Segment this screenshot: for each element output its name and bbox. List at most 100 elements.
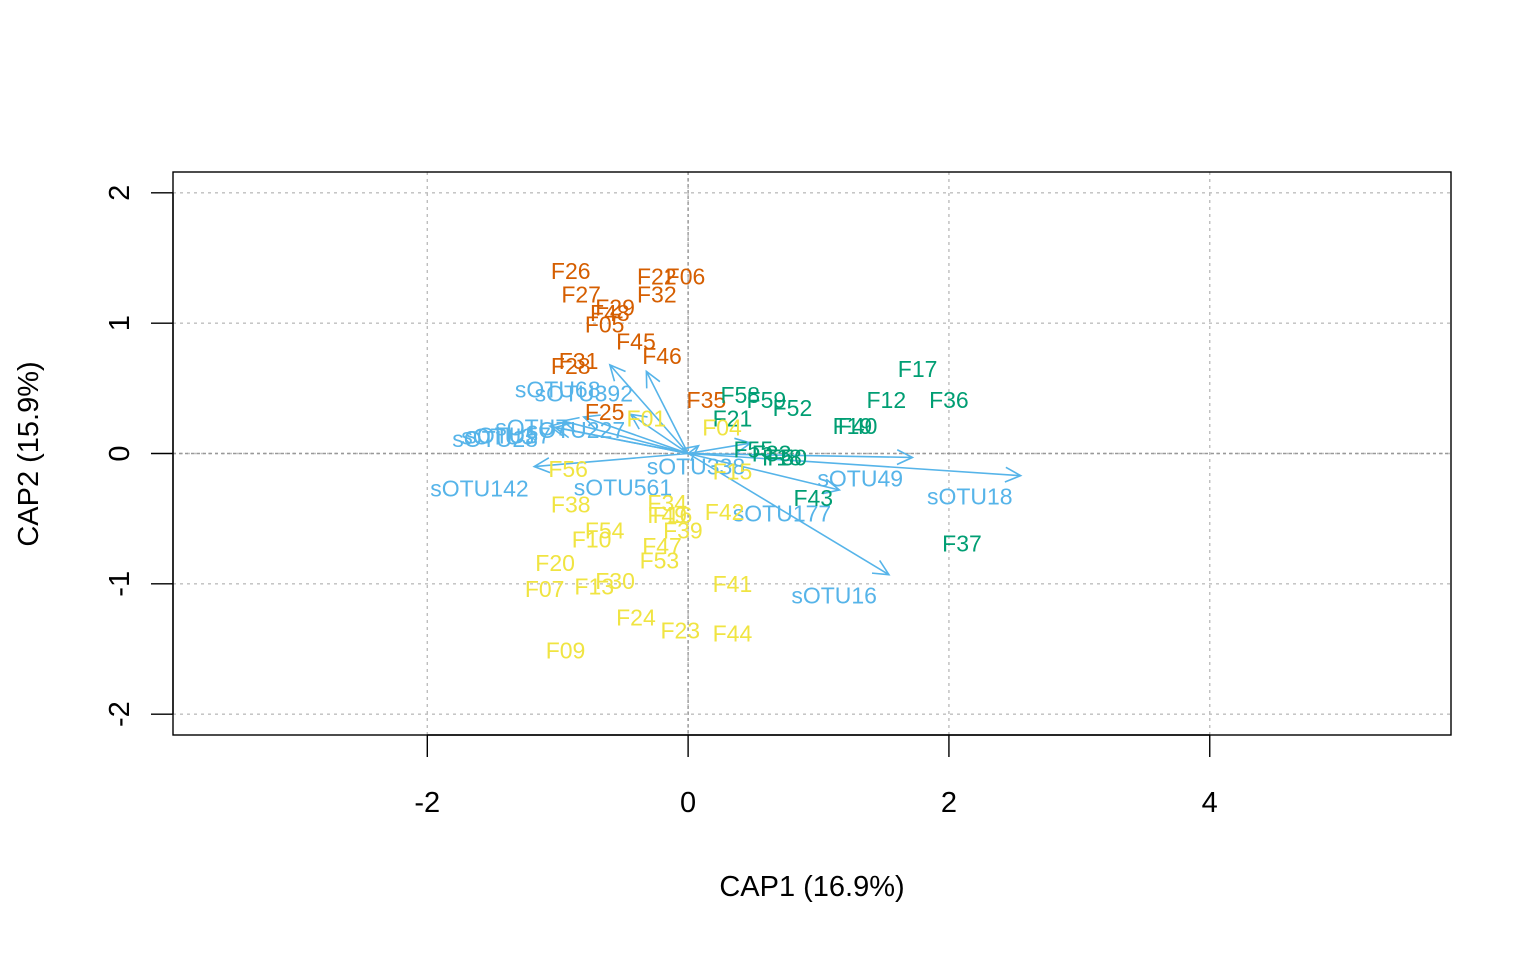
biplot-arrow <box>687 445 700 455</box>
y-tick-label: -2 <box>104 701 136 727</box>
biplot-arrow-label: sOTU338 <box>647 454 745 480</box>
site-label: F19 <box>833 413 873 439</box>
site-label: F36 <box>929 387 969 413</box>
site-label: F10 <box>572 527 612 553</box>
x-axis: -2 0 2 4 <box>414 734 1218 819</box>
site-label: F24 <box>616 605 656 631</box>
y-tick-label: 2 <box>104 185 136 201</box>
site-label: F59 <box>747 387 787 413</box>
site-label: F42 <box>705 499 745 525</box>
biplot-arrow-label: sOTU16 <box>791 583 877 609</box>
site-label: F43 <box>793 485 833 511</box>
site-label: F15 <box>713 459 753 485</box>
site-label: F12 <box>867 387 907 413</box>
biplot-arrow-label: sOTU49 <box>817 465 903 491</box>
y-axis-label: CAP2 (15.9%) <box>13 361 45 546</box>
biplot-arrow-label: sOTU68 <box>515 377 601 403</box>
site-label: F28 <box>551 353 591 379</box>
biplot-arrowhead <box>548 421 567 437</box>
site-label: F56 <box>548 456 588 482</box>
biplot-arrow-label: sOTU3 <box>461 424 534 450</box>
y-tick-label: 0 <box>104 445 136 461</box>
biplot-arrow <box>562 420 689 455</box>
biplot-arrow-label: sOTU7 <box>495 414 568 440</box>
biplot-arrows <box>532 363 1023 576</box>
biplot-arrow <box>609 364 689 455</box>
site-label: F25 <box>585 399 625 425</box>
site-label: F23 <box>660 618 700 644</box>
site-label: F35 <box>687 387 727 413</box>
biplot-arrowhead <box>734 437 753 454</box>
x-tick-label: 4 <box>1202 787 1218 819</box>
biplot-arrowhead <box>582 414 601 430</box>
site-label: F49 <box>647 502 687 528</box>
biplot-arrowhead <box>608 363 626 382</box>
site-label: F31 <box>559 348 599 374</box>
site-label: F52 <box>773 395 813 421</box>
biplot-arrowhead <box>629 413 648 430</box>
biplot-arrow-label: sOTU177 <box>733 500 831 526</box>
site-label: F34 <box>647 490 687 516</box>
biplot-arrowhead <box>681 444 701 462</box>
site-label: F53 <box>640 547 680 573</box>
biplot-arrowhead <box>561 416 580 433</box>
biplot-arrowhead <box>896 449 915 466</box>
site-label: F32 <box>637 282 677 308</box>
biplot-arrowhead <box>1004 466 1023 483</box>
biplot-arrow <box>583 416 689 455</box>
site-label: F22 <box>637 263 677 289</box>
site-label: F39 <box>663 517 703 543</box>
biplot-arrow <box>630 413 689 455</box>
site-label: F21 <box>713 405 753 431</box>
biplot-arrow <box>645 371 689 454</box>
x-tick-label: -2 <box>414 787 440 819</box>
biplot-arrow-label: sOTU561 <box>574 474 672 500</box>
site-label: F26 <box>551 258 591 284</box>
y-axis: -2 -1 0 1 2 <box>104 185 174 727</box>
site-label: F40 <box>838 413 878 439</box>
biplot-arrow <box>688 452 913 459</box>
site-label: F41 <box>713 571 753 597</box>
biplot-arrowhead <box>553 422 572 439</box>
site-label: F38 <box>551 491 591 517</box>
site-label: F29 <box>595 295 635 321</box>
site-label: F01 <box>627 405 667 431</box>
site-label: F30 <box>595 568 635 594</box>
x-axis-label: CAP1 (16.9%) <box>719 871 904 903</box>
site-label: F50 <box>767 444 807 470</box>
grid-lines <box>173 172 1451 735</box>
x-tick-label: 0 <box>680 787 696 819</box>
site-label: F07 <box>525 576 565 602</box>
site-label: F47 <box>642 533 682 559</box>
y-tick-label: 1 <box>104 315 136 331</box>
biplot-arrow-label: sOTU227 <box>527 417 625 443</box>
site-label: F44 <box>713 620 753 646</box>
biplot-arrow <box>687 452 890 576</box>
site-label: F45 <box>616 328 656 354</box>
biplot-arrow-label: sOTU392 <box>535 381 633 407</box>
site-label: F06 <box>666 263 706 289</box>
site-label: F46 <box>642 343 682 369</box>
biplot-arrow-label: sOTU18 <box>927 484 1013 510</box>
biplot-arrow-label: sOTU57 <box>465 422 551 448</box>
y-tick-label: -1 <box>104 571 136 597</box>
site-label: F33 <box>752 441 792 467</box>
biplot-arrowhead <box>871 560 891 576</box>
biplot-arrow-label: sOTU28 <box>452 426 538 452</box>
site-label: F27 <box>561 282 601 308</box>
biplot-arrow <box>687 452 840 491</box>
biplot-arrow <box>688 452 1021 477</box>
biplot-arrow <box>534 452 689 468</box>
site-label: F05 <box>585 311 625 337</box>
x-tick-label: 2 <box>941 787 957 819</box>
biplot-arrowhead <box>532 457 551 474</box>
site-label: F17 <box>898 356 938 382</box>
site-label: F13 <box>574 573 614 599</box>
biplot-arrow <box>687 442 751 455</box>
biplot-arrow <box>554 426 689 455</box>
site-label: F54 <box>585 517 625 543</box>
